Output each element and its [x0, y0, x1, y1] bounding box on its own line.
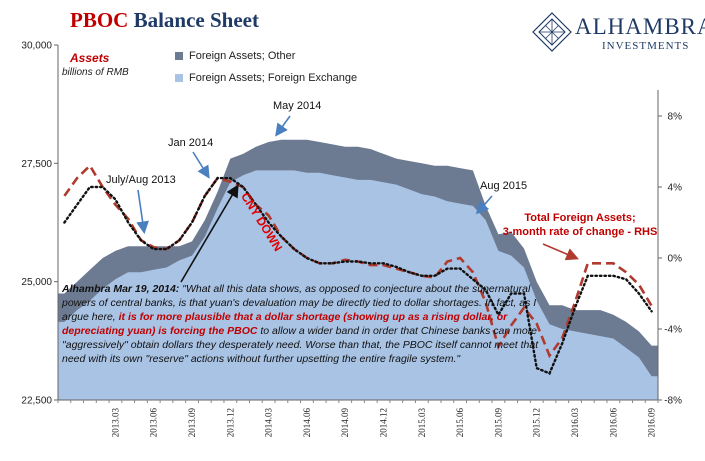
x-tick-label: 2013.09: [187, 408, 197, 438]
x-tick-label: 2015.12: [532, 408, 542, 437]
arrow-aug2015: [475, 195, 493, 215]
title-part2: Balance Sheet: [133, 8, 259, 32]
annotation-aug2015: Aug 2015: [480, 180, 528, 192]
title-part1: PBOC: [70, 8, 129, 32]
legend-label-other: Foreign Assets; Other: [189, 50, 296, 62]
annotation-rhs-line1: Total Foreign Assets;: [524, 212, 636, 224]
quote-text-2: to allow a wider band in order that Chin…: [62, 325, 539, 365]
logo-name: ALHAMBRA: [575, 14, 705, 39]
axes-layer: 22,500 25,000 27,500 30,000 -8% -4% 0% 4% 8% 2013…: [21, 41, 682, 438]
y-right-tick-label: 8%: [668, 112, 683, 123]
x-tick-label: 2014.03: [264, 408, 274, 438]
legend-item-other: Foreign Assets; Other: [175, 50, 295, 62]
legend-swatch-other: [175, 52, 183, 61]
y-left-tick-label: 25,000: [21, 277, 52, 288]
y-right-tick-label: 4%: [668, 183, 683, 194]
y-left-tick-label: 22,500: [21, 396, 52, 407]
arrow-may2014: [275, 115, 291, 137]
units-label: billions of RMB: [62, 67, 129, 78]
assets-label: Assets: [70, 51, 110, 65]
arrow-layer: [136, 115, 579, 283]
y-left-tick-label: 30,000: [21, 41, 52, 52]
x-tick-label: 2014.09: [340, 408, 350, 438]
x-tick-label: 2015.06: [455, 408, 465, 438]
annotation-jan2014: Jan 2014: [168, 137, 214, 149]
y-right-tick-label: -8%: [664, 396, 682, 407]
logo-sub: INVESTMENTS: [602, 40, 690, 52]
diamond-logo-icon: [532, 12, 572, 52]
x-tick-label: 2013.12: [225, 408, 235, 437]
quote-label: Alhambra Mar 19, 2014:: [62, 283, 180, 295]
y-left-tick-label: 27,500: [21, 159, 52, 170]
x-tick-label: 2015.09: [493, 408, 503, 438]
x-tick-label: 2016.03: [570, 408, 580, 438]
quote-text-1: "What all this data shows, as opposed to…: [62, 283, 537, 323]
area-layer: [58, 139, 658, 400]
lines-layer: [63, 163, 653, 375]
annotation-rhs: Total Foreign Assets; 3-month rate of ch…: [500, 211, 660, 239]
series-line-dotted: [63, 176, 653, 375]
x-tick-label: 2016.09: [647, 408, 657, 438]
x-tick-label: 2013.06: [149, 408, 159, 438]
annotation-rhs-line2: 3-month rate of change - RHS: [502, 226, 658, 238]
x-tick-label: 2014.12: [379, 408, 389, 437]
x-tick-label: 2015.03: [417, 408, 427, 438]
y-right-tick-label: 0%: [668, 254, 683, 265]
series-area-fx: [58, 170, 658, 400]
x-tick-label: 2013.03: [110, 408, 120, 438]
arrow-jan2014: [192, 151, 210, 179]
arrow-julaug2013: [136, 189, 149, 235]
x-tick-label: 2014.06: [302, 408, 312, 438]
quote-box: Alhambra Mar 19, 2014: "What all this da…: [62, 282, 562, 366]
annotation-may2014: May 2014: [273, 100, 322, 112]
arrow-quote: [180, 184, 239, 283]
arrow-rhs: [542, 243, 579, 261]
legend-swatch-fx: [175, 74, 183, 83]
legend-label-fx: Foreign Assets; Foreign Exchange: [189, 72, 358, 84]
x-tick-label: 2016.06: [608, 408, 618, 438]
chart-title: PBOC Balance Sheet: [70, 8, 259, 33]
annotation-julaug2013: July/Aug 2013: [106, 174, 176, 186]
y-right-tick-label: -4%: [664, 325, 682, 336]
legend-item-fx: Foreign Assets; Foreign Exchange: [175, 72, 357, 84]
quote-highlight: it is for more plausible that a dollar s…: [62, 311, 508, 337]
